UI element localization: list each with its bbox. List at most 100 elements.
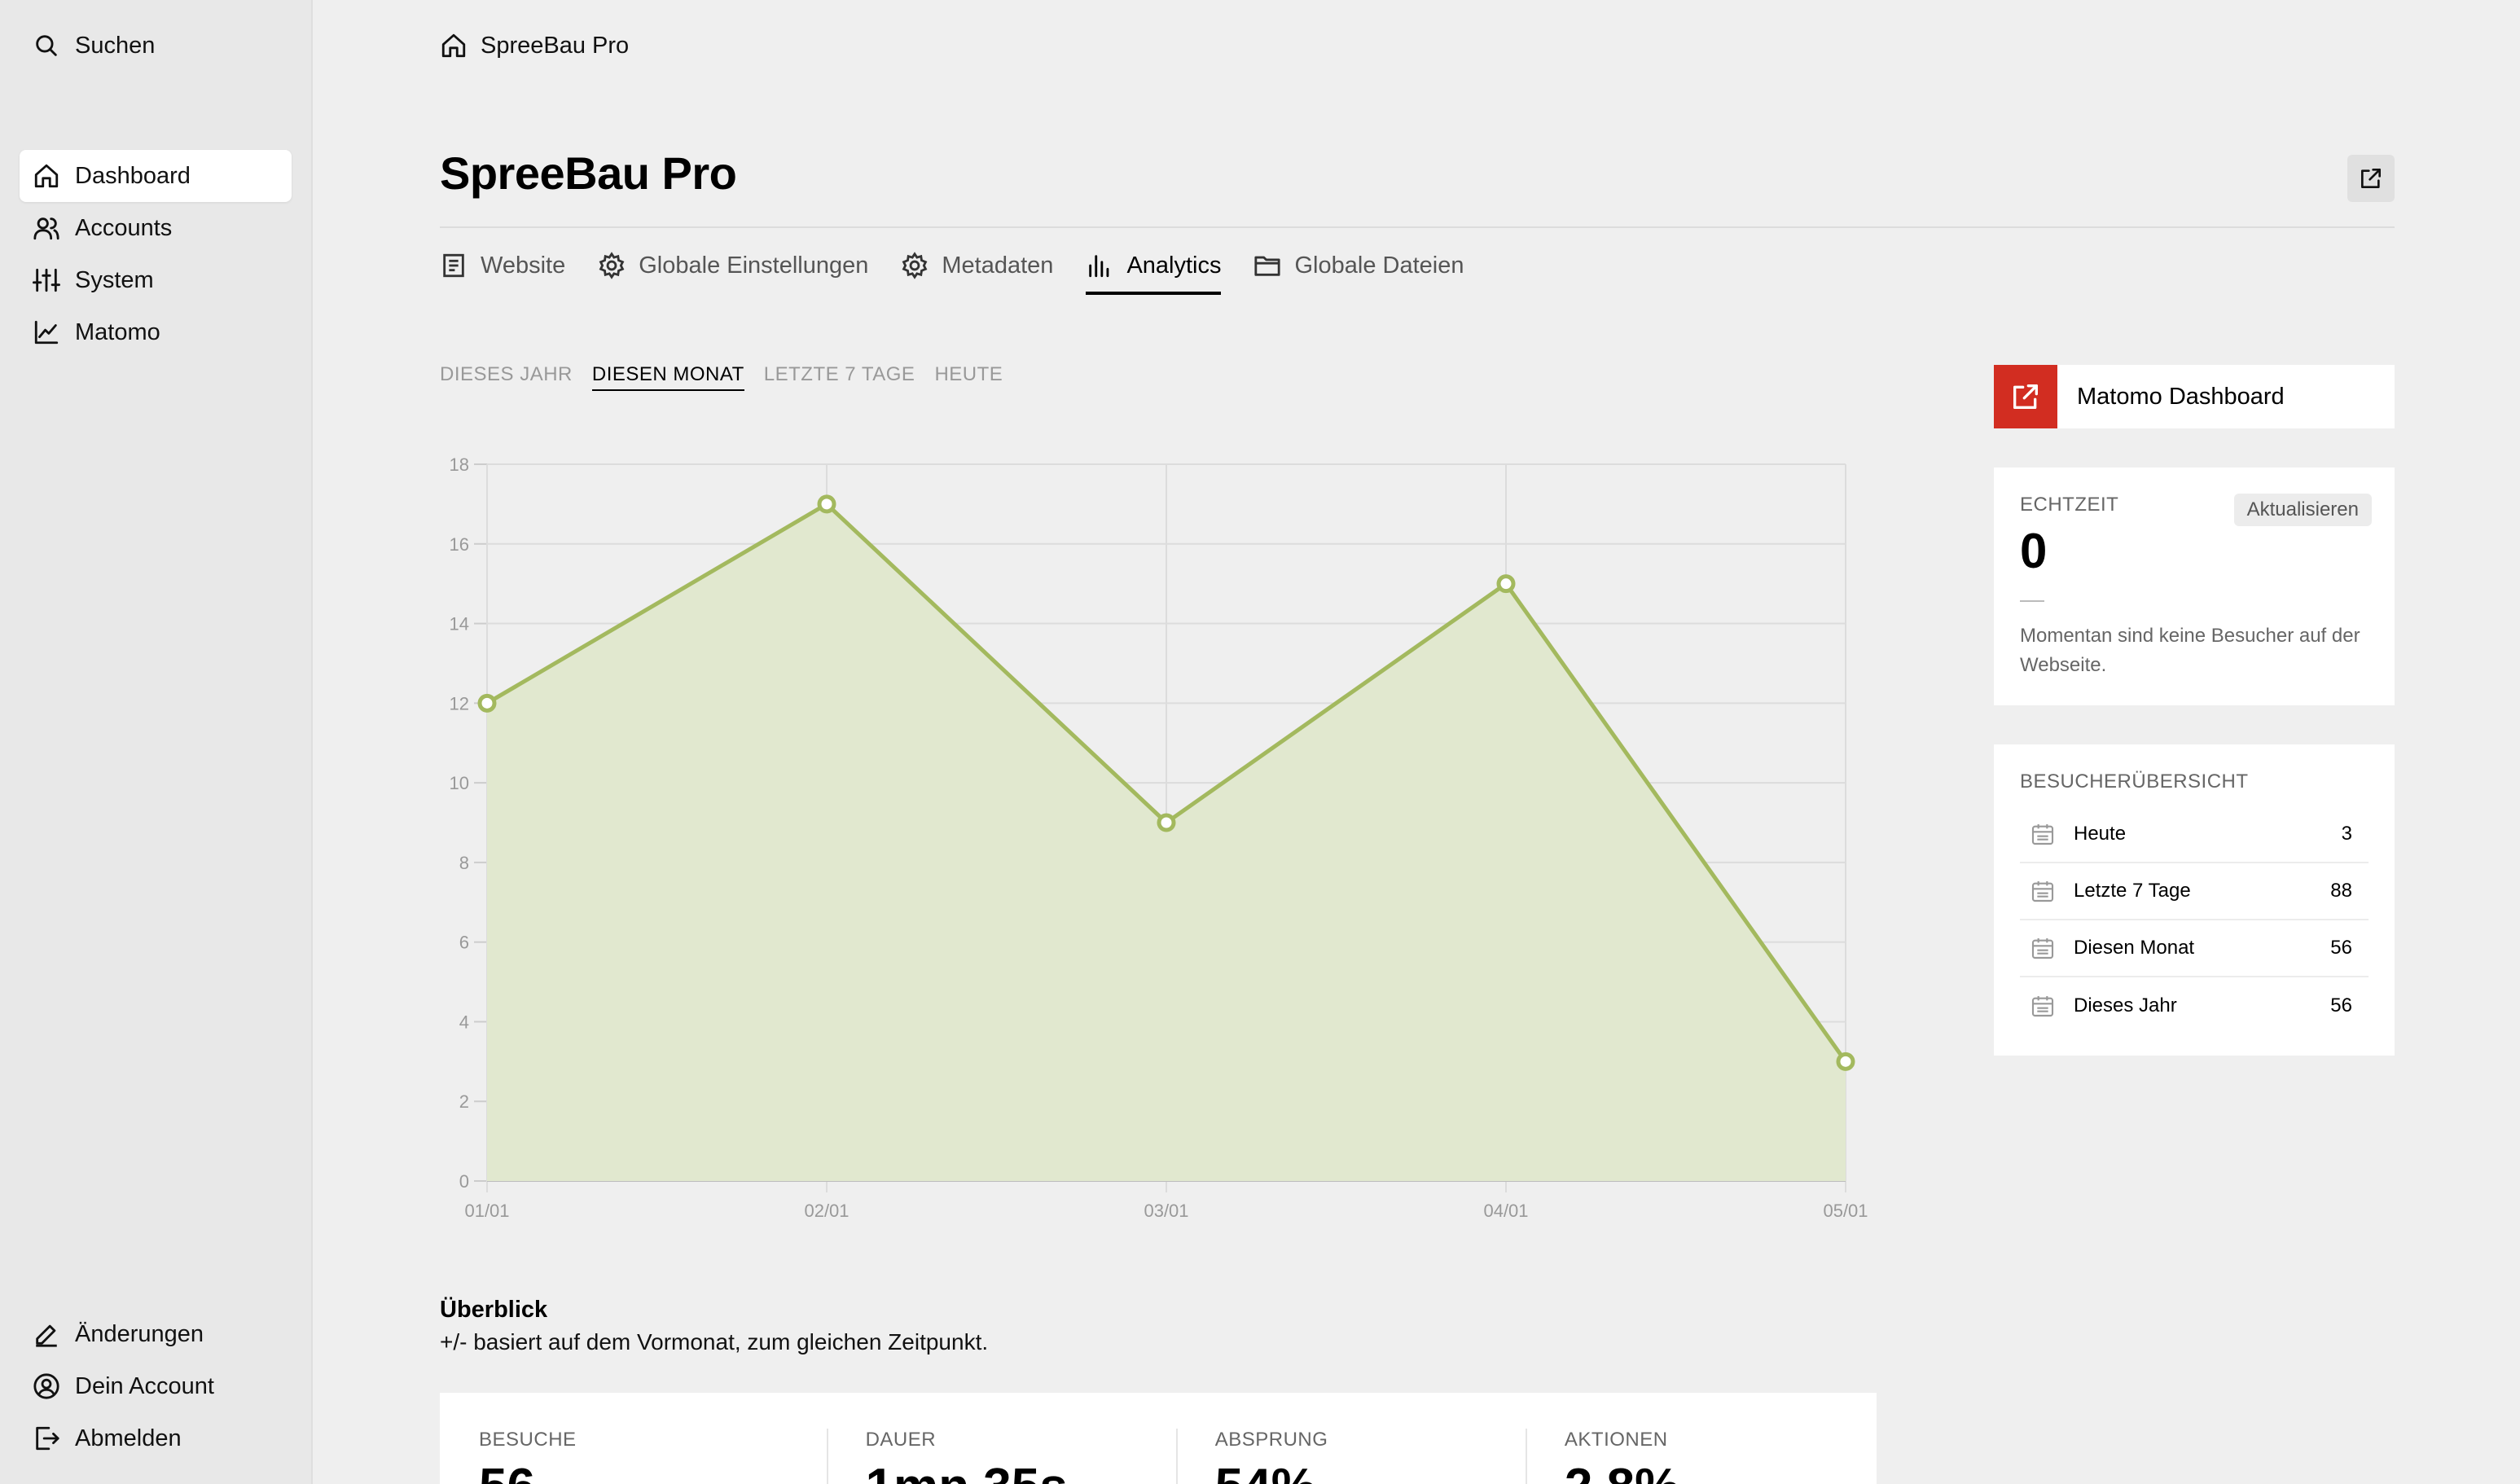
list-item: Diesen Monat 56	[2020, 920, 2369, 977]
visitor-row-value: 3	[2341, 823, 2352, 845]
y-tick-label: 6	[459, 933, 469, 953]
sidebar-item-accounts[interactable]: Accounts	[20, 202, 292, 254]
y-tick-label: 0	[459, 1171, 469, 1192]
sidebar-item-label: Dein Account	[75, 1372, 214, 1399]
breadcrumb-label: SpreeBau Pro	[481, 32, 630, 59]
visits-chart: 0 2 4 6 8 10 12 14 16 18 01/01 02/01 03/01 04/01 05/0…	[450, 454, 1868, 1221]
matomo-link-badge	[1994, 365, 2057, 428]
y-tick-label: 18	[450, 454, 469, 475]
period-this-year[interactable]: DIESES JAHR	[440, 363, 573, 385]
visitor-row-label: Dieses Jahr	[2074, 994, 2177, 1016]
x-tick-label: 01/01	[464, 1201, 509, 1221]
sidebar-item-label: Änderungen	[75, 1320, 204, 1347]
page-title: SpreeBau Pro	[440, 147, 737, 199]
open-external-button[interactable]	[2347, 155, 2395, 202]
y-tick-label: 14	[450, 614, 469, 634]
data-point	[477, 693, 497, 713]
stat-bounce: ABSPRUNG 54%	[1178, 1429, 1527, 1484]
tab-analytics[interactable]: Analytics	[1086, 241, 1222, 295]
y-axis-ticks: 0 2 4 6 8 10 12 14 16 18	[450, 454, 469, 1192]
sidebar-item-changes[interactable]: Änderungen	[20, 1308, 292, 1360]
visitor-row-value: 56	[2330, 937, 2352, 959]
x-tick-label: 05/01	[1823, 1201, 1868, 1221]
sidebar-item-dashboard[interactable]: Dashboard	[20, 150, 292, 202]
search-button[interactable]: Suchen	[20, 20, 292, 72]
visitor-row-value: 88	[2330, 880, 2352, 902]
realtime-card: ECHTZEIT Aktualisieren 0 Momentan sind k…	[1994, 468, 2395, 705]
period-selector: DIESES JAHR DIESEN MONAT LETZTE 7 TAGE H…	[440, 363, 1022, 391]
visitor-row-label: Diesen Monat	[2074, 937, 2195, 959]
overview-subtitle: +/- basiert auf dem Vormonat, zum gleich…	[440, 1329, 989, 1354]
period-today[interactable]: HEUTE	[934, 363, 1003, 385]
data-point	[817, 494, 836, 514]
period-this-month[interactable]: DIESEN MONAT	[591, 363, 744, 391]
period-last-7-days[interactable]: LETZTE 7 TAGE	[763, 363, 915, 385]
search-label: Suchen	[75, 32, 156, 59]
tab-global-files[interactable]: Globale Dateien	[1253, 241, 1464, 290]
logout-icon	[36, 1426, 59, 1451]
sidebar-item-label: Abmelden	[75, 1425, 182, 1451]
sidebar-item-label: Accounts	[75, 214, 173, 241]
list-item: Dieses Jahr 56	[2020, 977, 2369, 1034]
stat-value: 54%	[1215, 1458, 1526, 1484]
x-tick-label: 04/01	[1483, 1201, 1528, 1221]
y-tick-label: 4	[459, 1012, 469, 1032]
x-tick-label: 02/01	[804, 1201, 849, 1221]
bar-chart-icon	[1089, 255, 1109, 278]
list-item: Heute 3	[2020, 806, 2369, 863]
data-point	[1836, 1052, 1855, 1071]
stat-label: DAUER	[865, 1429, 937, 1451]
tab-label: Website	[481, 252, 566, 279]
data-point	[1496, 574, 1516, 594]
sidebar-item-logout[interactable]: Abmelden	[20, 1412, 292, 1464]
y-tick-label: 8	[459, 853, 469, 873]
visitor-row-label: Letzte 7 Tage	[2074, 880, 2191, 902]
document-icon	[443, 253, 464, 278]
stats-card: BESUCHE 56 DAUER 1mn 35s ABSPRUNG 54% AK…	[440, 1393, 1877, 1484]
matomo-dashboard-link[interactable]: Matomo Dashboard	[1994, 365, 2395, 428]
title-divider	[440, 226, 2395, 228]
visitor-row-value: 56	[2330, 994, 2352, 1016]
overview-title: Überblick	[440, 1297, 548, 1323]
sliders-icon	[33, 268, 60, 292]
visitor-row-label: Heute	[2074, 823, 2127, 845]
calendar-icon	[2031, 938, 2054, 959]
stat-value: 56	[479, 1458, 827, 1484]
x-axis-ticks: 01/01 02/01 03/01 04/01 05/01	[464, 1201, 1868, 1221]
tab-global-settings[interactable]: Globale Einstellungen	[598, 241, 868, 290]
tab-bar: Website Globale Einstellungen Metadaten …	[440, 241, 1496, 295]
gear-icon	[902, 252, 928, 279]
chart-line-icon	[34, 320, 59, 345]
realtime-label: ECHTZEIT	[2020, 494, 2119, 516]
y-tick-label: 16	[450, 534, 469, 555]
sidebar-item-label: Dashboard	[75, 162, 191, 189]
sidebar-item-label: System	[75, 266, 154, 293]
realtime-message: Momentan sind keine Besucher auf der Web…	[2020, 625, 2360, 676]
sidebar-item-account[interactable]: Dein Account	[20, 1360, 292, 1412]
folder-icon	[1254, 256, 1281, 276]
tab-website[interactable]: Website	[440, 241, 565, 290]
stat-label: ABSPRUNG	[1214, 1429, 1328, 1451]
calendar-icon	[2031, 824, 2054, 845]
data-point	[1157, 813, 1176, 832]
y-tick-label: 10	[450, 773, 469, 793]
matomo-link-label: Matomo Dashboard	[2077, 383, 2285, 410]
sidebar-item-system[interactable]: System	[20, 254, 292, 306]
y-tick-label: 12	[450, 693, 469, 713]
y-tick-label: 2	[459, 1091, 469, 1112]
stat-duration: DAUER 1mn 35s	[828, 1429, 1178, 1484]
tab-metadata[interactable]: Metadaten	[901, 241, 1053, 290]
tab-label: Globale Dateien	[1294, 252, 1464, 279]
external-link-icon	[2361, 169, 2381, 188]
tab-label: Analytics	[1126, 252, 1222, 279]
calendar-icon	[2031, 996, 2054, 1017]
breadcrumb[interactable]: SpreeBau Pro	[440, 28, 629, 64]
home-icon	[34, 164, 59, 188]
stat-actions: AKTIONEN 2,8%	[1527, 1429, 1877, 1484]
user-circle-icon	[33, 1373, 59, 1399]
visitor-overview-label: BESUCHERÜBERSICHT	[2020, 771, 2249, 792]
sidebar-item-matomo[interactable]: Matomo	[20, 306, 292, 358]
sidebar-item-label: Matomo	[75, 318, 160, 345]
refresh-button[interactable]: Aktualisieren	[2233, 494, 2372, 526]
gear-icon	[599, 252, 625, 279]
